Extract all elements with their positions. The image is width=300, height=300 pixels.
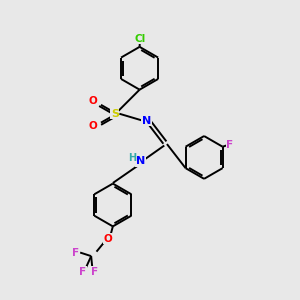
Text: F: F	[226, 140, 234, 150]
Text: S: S	[111, 109, 119, 119]
Text: N: N	[142, 116, 151, 126]
Text: F: F	[91, 267, 98, 277]
Text: F: F	[79, 267, 86, 277]
Text: F: F	[72, 248, 79, 257]
Text: Cl: Cl	[135, 34, 146, 44]
Text: O: O	[88, 96, 97, 106]
Text: H: H	[128, 153, 136, 163]
Text: O: O	[103, 234, 112, 244]
Text: N: N	[136, 156, 145, 166]
Text: O: O	[88, 121, 97, 131]
